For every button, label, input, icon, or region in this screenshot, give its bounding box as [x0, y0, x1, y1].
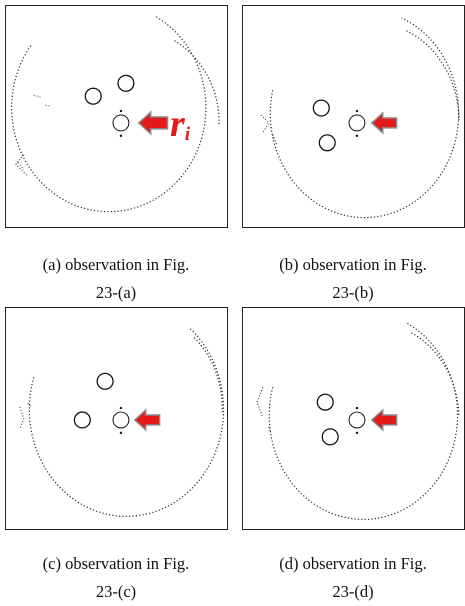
robot-marker: [355, 134, 359, 138]
ri-annotation: ri: [170, 103, 191, 145]
arrow-left-icon: [370, 111, 398, 135]
robot-position: [348, 114, 366, 132]
observed-obstacle: [84, 87, 102, 105]
scan-plot-c: [19, 327, 225, 517]
scan-plot-b: [260, 17, 460, 219]
caption-line: (c) observation in Fig.: [42, 554, 190, 573]
wall-scan-arc: [11, 15, 207, 213]
wall-scan-fragment: [256, 387, 272, 434]
caption-line: 23-(c): [95, 582, 137, 601]
wall-scan-arc: [269, 17, 460, 219]
robot-marker: [355, 406, 359, 410]
robot-position: [112, 114, 130, 132]
panel-d: [242, 307, 465, 530]
caption-line: 23-(d): [332, 582, 374, 601]
caption-d: (d) observation in Fig. 23-(d): [237, 550, 465, 606]
robot-marker: [119, 406, 123, 410]
robot-marker: [119, 431, 123, 435]
caption-c: (c) observation in Fig. 23-(c): [0, 550, 232, 606]
caption-line: (d) observation in Fig.: [279, 554, 427, 573]
robot-marker: [119, 109, 123, 113]
robot-marker: [355, 109, 359, 113]
caption-b: (b) observation in Fig. 23-(b): [237, 251, 465, 307]
scan-plot-d: [256, 322, 460, 521]
robot-position: [348, 411, 366, 429]
scan-plot-a: [11, 15, 220, 213]
wall-scan-arc: [268, 322, 459, 521]
caption-line: (a) observation in Fig.: [42, 255, 190, 274]
arrow-left-icon: [137, 110, 169, 136]
caption-a: (a) observation in Fig. 23-(a): [0, 251, 232, 307]
wall-scan-fragment: [19, 402, 33, 430]
panel-a: ri: [5, 5, 228, 228]
observed-obstacle: [321, 428, 339, 446]
panel-b: [242, 5, 465, 228]
panel-c: [5, 307, 228, 530]
wall-scan-fragment: [15, 154, 29, 177]
observed-obstacle: [117, 74, 135, 92]
wall-scan-arc: [406, 30, 460, 120]
robot-marker: [119, 134, 123, 138]
robot-position: [112, 411, 130, 429]
caption-line: 23-(a): [95, 283, 137, 302]
wall-scan-arc: [174, 40, 220, 125]
arrow-left-icon: [370, 408, 398, 432]
caption-line: 23-(b): [332, 283, 374, 302]
robot-marker: [355, 431, 359, 435]
wall-scan-fragment: [33, 94, 50, 107]
observed-obstacle: [73, 411, 91, 429]
arrow-left-icon: [133, 408, 161, 432]
wall-scan-arc: [411, 332, 460, 418]
caption-line: (b) observation in Fig.: [279, 255, 427, 274]
wall-scan-fragment: [260, 114, 278, 145]
wall-scan-arc: [28, 327, 225, 517]
observed-obstacle: [96, 372, 114, 390]
observed-obstacle: [312, 99, 330, 117]
observed-obstacle: [318, 134, 336, 152]
observed-obstacle: [316, 393, 334, 411]
